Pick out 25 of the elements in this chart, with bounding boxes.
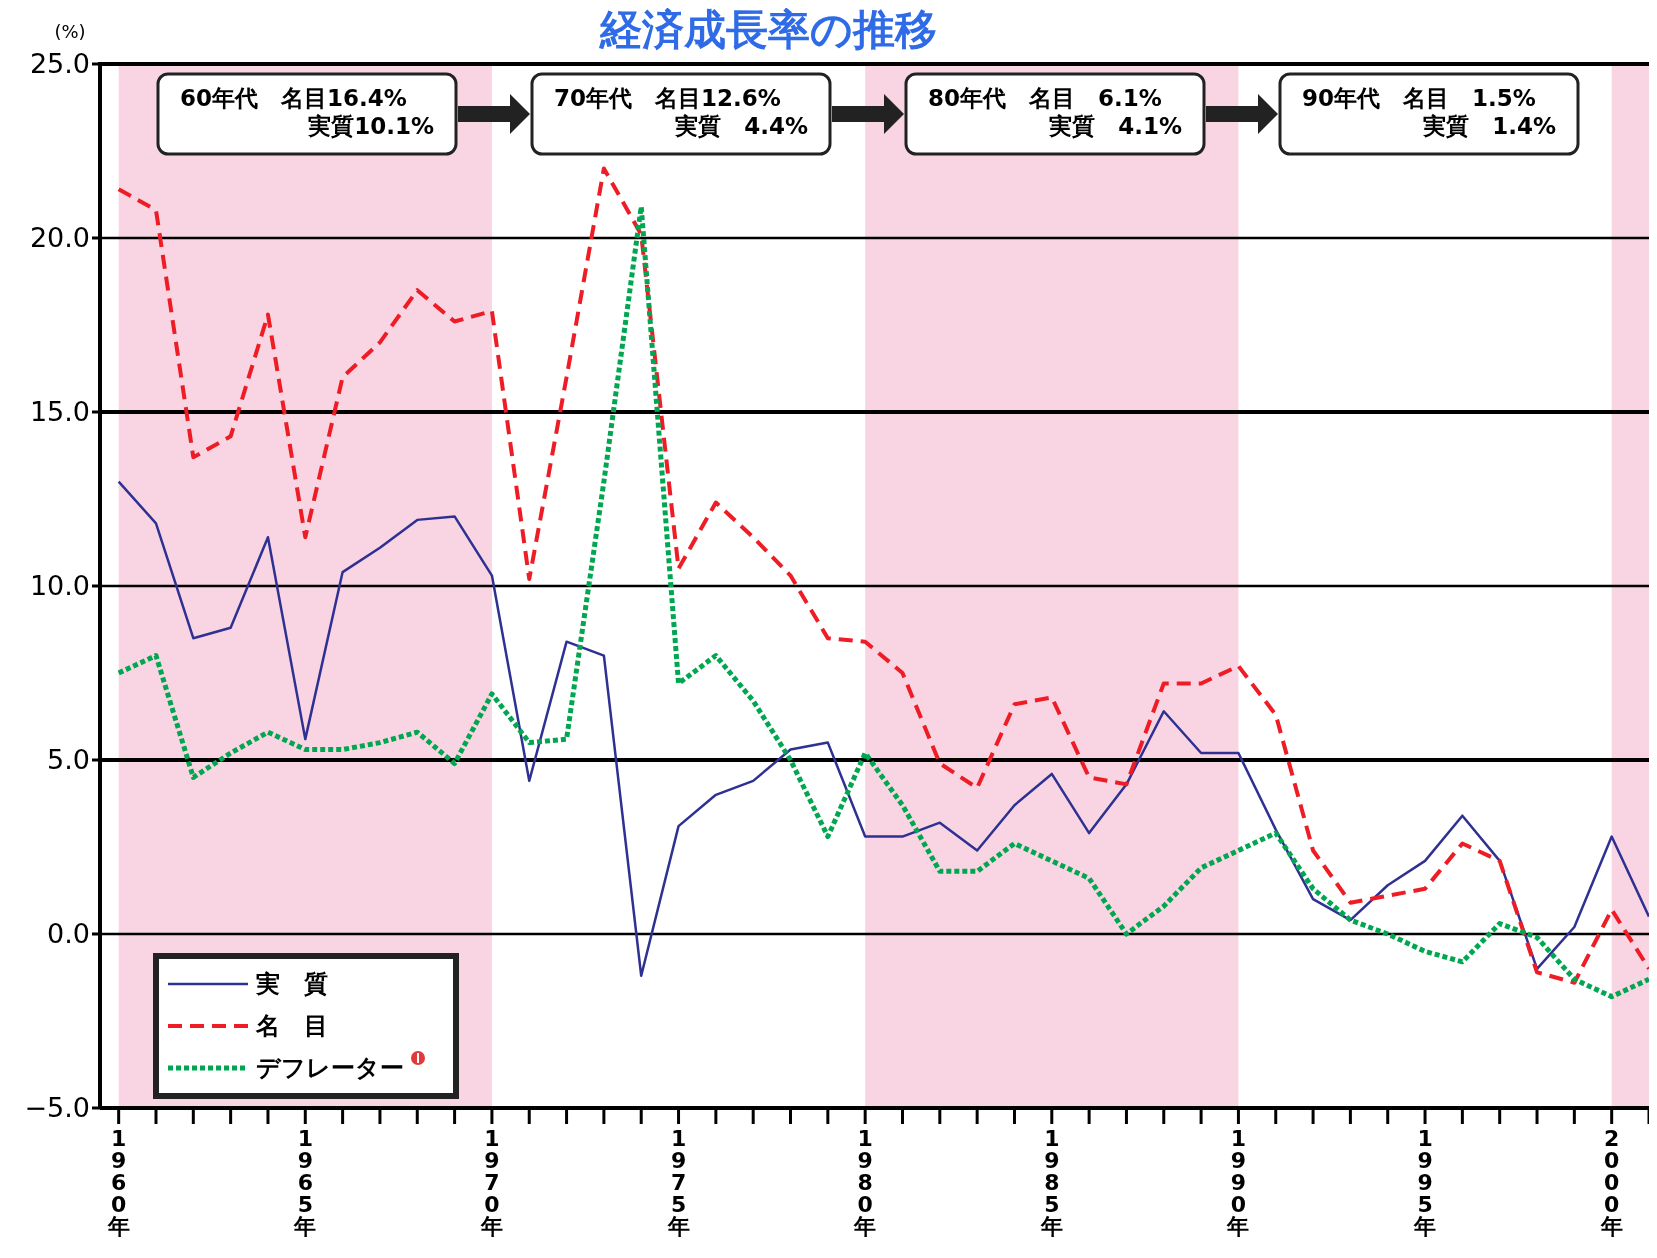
x-tick-label: 2000年	[1599, 1126, 1623, 1239]
x-tick-label: 1995年	[1413, 1126, 1437, 1239]
annotation: 90年代 名目 1.5% 実質 1.4%	[1302, 85, 1556, 139]
x-tick-label: 1970年	[479, 1126, 503, 1239]
legend-label: デフレーター	[256, 1054, 404, 1083]
x-tick-label: 1960年	[106, 1126, 130, 1239]
annotation: 60年代 名目16.4% 実質10.1%	[180, 85, 434, 139]
legend-label: 実 質	[255, 970, 328, 999]
y-tick-label: −5.0	[24, 1092, 90, 1124]
y-tick-label: 15.0	[29, 396, 90, 428]
legend-label: 名 目	[255, 1012, 328, 1041]
y-tick-label: 20.0	[29, 222, 90, 254]
chart-title: 経済成長率の推移	[598, 5, 937, 54]
annotation: 70年代 名目12.6% 実質 4.4%	[554, 85, 808, 139]
x-tick-label: 1965年	[293, 1126, 317, 1239]
y-tick-label: 10.0	[29, 570, 90, 602]
x-tick-label: 1975年	[666, 1126, 690, 1239]
y-tick-label: 5.0	[47, 744, 90, 776]
y-axis-title: (%)	[54, 21, 86, 42]
annotation: 80年代 名目 6.1% 実質 4.1%	[928, 85, 1182, 139]
y-tick-label: 25.0	[29, 48, 90, 80]
y-tick-label: 0.0	[47, 918, 90, 950]
x-tick-label: 1980年	[853, 1126, 877, 1239]
x-tick-label: 1985年	[1039, 1126, 1063, 1239]
x-tick-label: 1990年	[1226, 1126, 1250, 1239]
